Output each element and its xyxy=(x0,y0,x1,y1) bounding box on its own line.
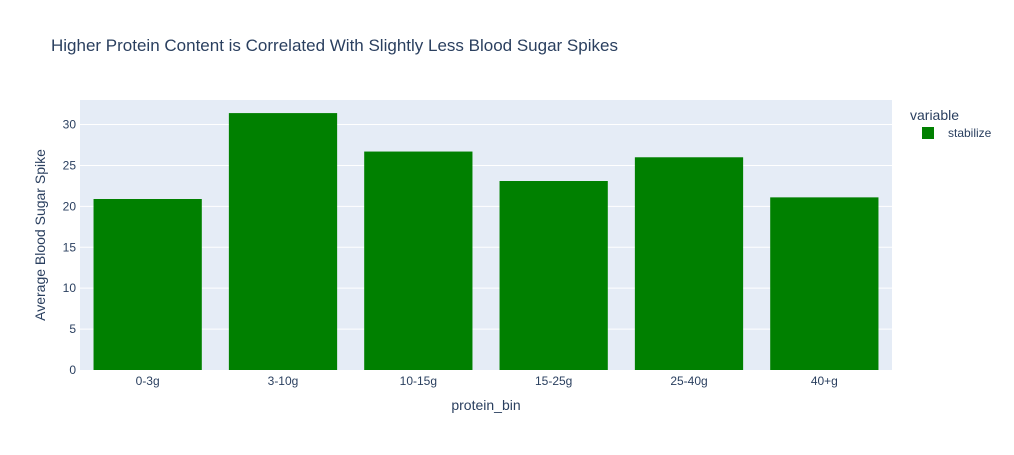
x-tick-label: 15-25g xyxy=(535,374,572,388)
legend-label: stabilize xyxy=(948,126,992,140)
y-tick-label: 10 xyxy=(63,281,77,295)
bar-10-15g xyxy=(364,151,473,370)
legend-swatch xyxy=(922,127,934,139)
x-tick-label: 0-3g xyxy=(136,374,160,388)
legend: variable stabilize xyxy=(910,107,992,140)
bar-3-10g xyxy=(228,113,338,370)
bar-25-40g xyxy=(634,157,744,370)
chart-title: Higher Protein Content is Correlated Wit… xyxy=(51,36,618,55)
y-tick-labels: 0 5 10 15 20 25 30 xyxy=(63,118,77,377)
x-tick-labels: 0-3g 3-10g 10-15g 15-25g 25-40g 40+g xyxy=(136,374,838,388)
y-tick-label: 0 xyxy=(69,363,76,377)
y-tick-label: 5 xyxy=(69,322,76,336)
x-tick-label: 3-10g xyxy=(268,374,299,388)
plot-area xyxy=(80,100,892,370)
y-axis-label: Average Blood Sugar Spike xyxy=(32,149,48,321)
x-axis-label: protein_bin xyxy=(451,397,520,413)
x-tick-label: 40+g xyxy=(811,374,838,388)
bars xyxy=(93,113,879,370)
y-tick-label: 30 xyxy=(63,118,77,132)
y-tick-label: 25 xyxy=(63,158,77,172)
bar-0-3g xyxy=(93,199,202,370)
legend-title: variable xyxy=(910,107,959,123)
bar-15-25g xyxy=(499,181,608,370)
y-tick-label: 20 xyxy=(63,199,77,213)
gridlines xyxy=(80,124,892,330)
y-tick-label: 15 xyxy=(63,240,77,254)
bar-40+g xyxy=(770,197,879,370)
x-tick-label: 25-40g xyxy=(670,374,707,388)
x-tick-label: 10-15g xyxy=(400,374,437,388)
legend-items: stabilize xyxy=(922,126,992,140)
